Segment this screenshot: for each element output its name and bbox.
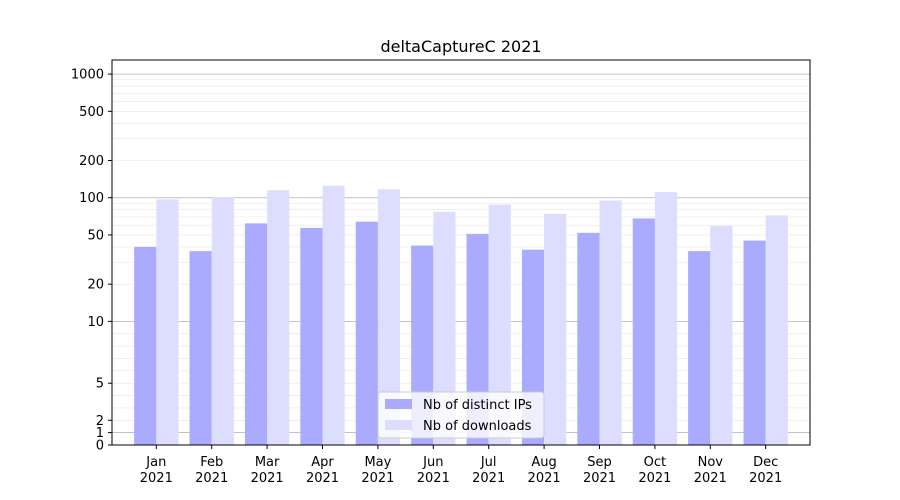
x-tick-label: Sep 2021 bbox=[583, 455, 616, 486]
y-tick-label: 500 bbox=[79, 105, 104, 120]
legend-label: Nb of downloads bbox=[423, 419, 532, 434]
plot-frame bbox=[111, 59, 811, 446]
bar-downloads bbox=[267, 190, 290, 445]
bar-distinct-ips bbox=[300, 227, 323, 445]
x-tick-label: May 2021 bbox=[361, 455, 394, 486]
y-tick-label: 100 bbox=[79, 191, 104, 206]
bar-downloads bbox=[544, 213, 567, 445]
bar-downloads bbox=[433, 211, 456, 445]
x-tick-label: Jun 2021 bbox=[417, 455, 450, 486]
bar-downloads bbox=[488, 204, 511, 445]
bar-downloads bbox=[710, 226, 733, 445]
bar-downloads bbox=[654, 192, 678, 445]
x-tick-label: Feb 2021 bbox=[195, 455, 228, 486]
x-tick-label: Dec 2021 bbox=[749, 455, 782, 486]
bar-downloads bbox=[377, 189, 401, 445]
bar-distinct-ips bbox=[743, 240, 766, 445]
x-tick-label: Mar 2021 bbox=[251, 455, 284, 486]
y-tick-label: 0 bbox=[96, 439, 104, 454]
y-tick-label: 50 bbox=[87, 228, 104, 243]
chart-title: deltaCaptureC 2021 bbox=[380, 37, 541, 56]
y-tick-label: 2 bbox=[96, 414, 104, 429]
bar-distinct-ips bbox=[688, 251, 711, 445]
bar-distinct-ips bbox=[577, 232, 600, 445]
y-tick-label: 200 bbox=[79, 154, 104, 169]
y-tick-label: 20 bbox=[87, 278, 104, 293]
y-tick-label: 1 bbox=[96, 426, 104, 441]
x-tick-label: Oct 2021 bbox=[638, 455, 671, 486]
y-tick-label: 10 bbox=[87, 315, 104, 330]
legend-swatch bbox=[385, 420, 412, 430]
bar-downloads bbox=[156, 199, 179, 445]
bar-downloads bbox=[599, 200, 622, 445]
legend: Nb of distinct IPs Nb of downloads bbox=[377, 391, 545, 439]
bar-downloads bbox=[765, 215, 788, 445]
x-tick-label: Nov 2021 bbox=[694, 455, 727, 486]
legend-box bbox=[377, 391, 545, 439]
x-axis: Jan 2021 Feb 2021 Mar 2021 Apr 2021 May 2021 Jun 20… bbox=[140, 445, 782, 486]
x-tick-label: Aug 2021 bbox=[528, 455, 561, 486]
bar-downloads bbox=[322, 185, 345, 445]
y-axis: 012 5 10 20 50 100 200 500 1000 bbox=[71, 68, 112, 454]
x-tick-label: Apr 2021 bbox=[306, 455, 339, 486]
x-tick-label: Jan 2021 bbox=[140, 455, 173, 486]
legend-label: Nb of distinct IPs bbox=[423, 398, 532, 413]
bar-distinct-ips bbox=[355, 221, 378, 445]
x-tick-label: Jul 2021 bbox=[472, 455, 505, 486]
bar-distinct-ips bbox=[244, 223, 268, 445]
bar-distinct-ips bbox=[189, 251, 212, 445]
y-tick-label: 1000 bbox=[71, 68, 104, 83]
bar-distinct-ips bbox=[632, 218, 655, 445]
y-tick-label: 5 bbox=[96, 377, 104, 392]
bar-downloads bbox=[211, 197, 234, 445]
bar-distinct-ips bbox=[134, 246, 157, 445]
legend-swatch bbox=[385, 399, 412, 409]
